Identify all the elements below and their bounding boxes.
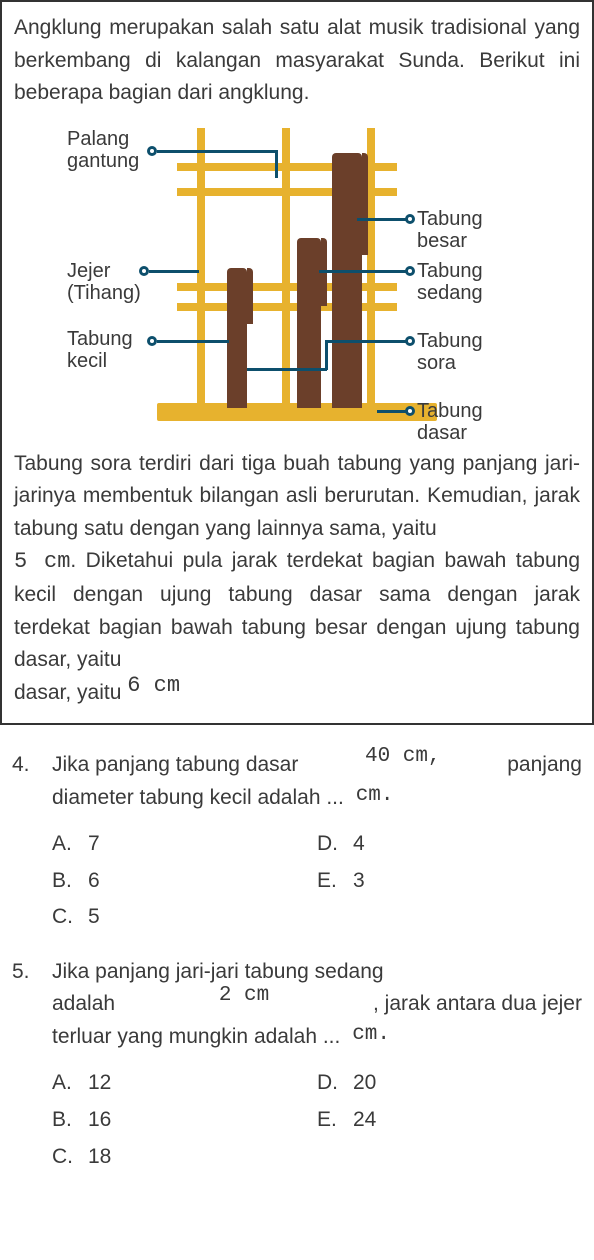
q4-text-a: Jika panjang tabung dasar — [52, 749, 298, 782]
leader-line — [327, 340, 407, 343]
q5-line3: terluar yang mungkin adalah ... — [52, 1025, 340, 1048]
question-4: 4. Jika panjang tabung dasar 40 cm, panj… — [12, 749, 582, 938]
label-tbesar: Tabung besar — [417, 208, 527, 252]
palang-shape — [177, 303, 397, 311]
q4-options: A.7 B.6 C.5 D.4 E.3 — [52, 824, 582, 938]
label-palang: Palang gantung — [67, 128, 139, 172]
label-tsedang: Tabung sedang — [417, 260, 483, 304]
inset-5cm: 5 cm — [14, 549, 70, 574]
figure-wrap: Palang gantung Jejer (Tihang) Tabung kec… — [14, 118, 580, 438]
q4-line2: diameter tabung kecil adalah ... — [52, 786, 344, 809]
question-5: 5. Jika panjang jari-jari tabung sedang … — [12, 956, 582, 1177]
leader-dot — [139, 266, 149, 276]
q4-ins-b: cm. — [356, 784, 394, 807]
qnum: 5. — [12, 956, 52, 1177]
q4-text-b: panjang — [507, 749, 582, 782]
leader-dot — [147, 336, 157, 346]
tabung-besar-shape — [332, 153, 362, 408]
passage-2: Tabung sora terdiri dari tiga buah tabun… — [14, 448, 580, 711]
q4-ins-a: 40 cm, — [365, 741, 441, 774]
q5-opt-c: C.18 — [52, 1141, 317, 1174]
q5-line2b: , jarak antara dua jejer — [373, 988, 582, 1021]
q5-ins-b: cm. — [352, 1023, 390, 1046]
leader-line — [157, 150, 277, 153]
qbody: Jika panjang tabung dasar 40 cm, panjang… — [52, 749, 582, 938]
tabung-sedang-shape — [297, 238, 321, 408]
q4-opt-c: C.5 — [52, 901, 317, 934]
angklung-figure: Palang gantung Jejer (Tihang) Tabung kec… — [67, 118, 527, 438]
q4-opt-e: E.3 — [317, 865, 582, 898]
q5-opt-b: B.16 — [52, 1104, 317, 1137]
q5-opt-a: A.12 — [52, 1067, 317, 1100]
leader-line — [247, 368, 327, 371]
q5-opt-d: D.20 — [317, 1067, 582, 1100]
leader-line — [325, 340, 328, 370]
qbody: Jika panjang jari-jari tabung sedang ada… — [52, 956, 582, 1177]
leader-line — [357, 218, 407, 221]
leader-line — [319, 270, 407, 273]
label-tdasar: Tabung dasar — [417, 400, 527, 444]
tabung-kecil-shape — [227, 268, 247, 408]
context-box: Angklung merupakan salah satu alat musik… — [0, 0, 594, 725]
label-jejer: Jejer (Tihang) — [67, 260, 141, 304]
q5-line1: Jika panjang jari-jari tabung sedang — [52, 956, 582, 989]
label-tsora: Tabung sora — [417, 330, 527, 374]
palang-shape — [177, 283, 397, 291]
q4-opt-a: A.7 — [52, 828, 317, 861]
questions: 4. Jika panjang tabung dasar 40 cm, panj… — [0, 725, 594, 1177]
q5-opt-e: E.24 — [317, 1104, 582, 1137]
q5-ins-a: 2 cm — [219, 980, 269, 1013]
q5-options: A.12 B.16 C.18 D.20 E.24 — [52, 1063, 582, 1177]
leader-line — [157, 340, 229, 343]
inset-6cm: 6 cm — [127, 673, 180, 698]
passage-1: Angklung merupakan salah satu alat musik… — [14, 12, 580, 110]
q5-line2a: adalah — [52, 988, 115, 1021]
qnum: 4. — [12, 749, 52, 938]
q4-opt-b: B.6 — [52, 865, 317, 898]
leader-dot — [147, 146, 157, 156]
leader-line — [377, 410, 407, 413]
q4-opt-d: D.4 — [317, 828, 582, 861]
label-tkecil: Tabung kecil — [67, 328, 133, 372]
leader-line — [275, 150, 278, 178]
leader-line — [149, 270, 199, 273]
